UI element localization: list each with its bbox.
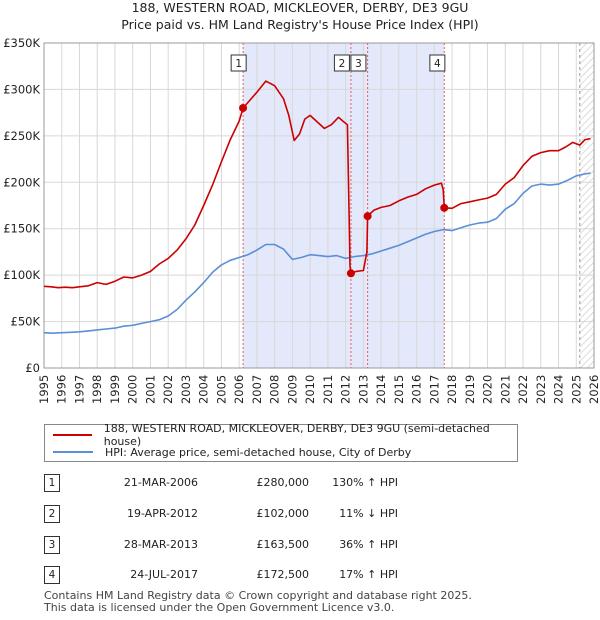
y-tick-label: £350K <box>3 36 40 50</box>
transaction-label: 4 <box>434 58 441 70</box>
transaction-label: 2 <box>339 58 346 70</box>
transaction-label-box <box>333 54 350 72</box>
x-tick-label: 2010 <box>303 375 317 404</box>
x-tick-label: 2024 <box>552 375 566 404</box>
legend-swatch-property <box>53 434 92 436</box>
transaction-number: 2 <box>44 505 60 523</box>
x-tick-label: 2013 <box>356 375 370 404</box>
price-chart: 1 2 3 4 £0 £50K £100K £150K £200K £250K £300K £350K… <box>3 36 600 404</box>
series-line-property <box>43 80 591 289</box>
transaction-number: 4 <box>44 566 60 584</box>
transaction-date: 21-MAR-2006 <box>123 476 198 489</box>
footer-copyright: Contains HM Land Registry data © Crown c… <box>44 589 472 602</box>
transaction-point <box>440 203 449 212</box>
transaction-date: 28-MAR-2013 <box>123 538 198 551</box>
x-tick-label: 2022 <box>516 375 530 404</box>
legend-swatch-hpi <box>53 451 93 453</box>
transaction-price: £102,000 <box>256 507 310 520</box>
x-tick-label: 2020 <box>481 375 495 404</box>
series-line-hpi <box>43 172 591 334</box>
y-tick-label: £150K <box>3 222 40 236</box>
x-tick-label: 2009 <box>285 375 299 404</box>
plot-area <box>43 42 595 369</box>
transaction-number: 3 <box>44 536 60 554</box>
transaction-label-box <box>230 54 247 72</box>
x-tick-label: 2018 <box>445 375 459 404</box>
chart-legend: 188, WESTERN ROAD, MICKLEOVER, DERBY, DE… <box>44 422 518 462</box>
y-tick-label: £200K <box>3 175 40 189</box>
x-tick-label: 1996 <box>55 375 69 404</box>
legend-item-property: 188, WESTERN ROAD, MICKLEOVER, DERBY, DE… <box>53 422 517 448</box>
x-tick-label: 2016 <box>410 375 424 404</box>
x-tick-label: 2019 <box>463 375 477 404</box>
transaction-point <box>346 269 355 278</box>
transaction-label-box <box>350 54 367 72</box>
x-tick-label: 1995 <box>37 375 51 404</box>
x-tick-label: 2007 <box>250 375 264 404</box>
transaction-hpi: 17% ↑ HPI <box>339 568 398 581</box>
x-tick-label: 2023 <box>534 375 548 404</box>
transaction-date: 19-APR-2012 <box>126 507 198 520</box>
shaded-period <box>243 43 445 368</box>
y-tick-label: £300K <box>3 82 40 96</box>
transaction-hpi: 36% ↑ HPI <box>339 538 398 551</box>
transaction-hpi: 11% ↓ HPI <box>339 507 398 520</box>
transaction-point <box>239 104 248 112</box>
chart-title: 188, WESTERN ROAD, MICKLEOVER, DERBY, DE… <box>131 0 469 15</box>
y-tick-label: £50K <box>11 315 41 329</box>
x-tick-label: 2021 <box>498 375 512 404</box>
x-tick-label: 2025 <box>569 375 583 404</box>
transaction-point <box>363 212 372 221</box>
x-tick-label: 2026 <box>587 375 600 404</box>
x-tick-label: 2000 <box>126 375 140 404</box>
legend-label-hpi: HPI: Average price, semi-detached house,… <box>105 445 412 459</box>
x-tick-label: 1997 <box>72 375 86 404</box>
transaction-price: £172,500 <box>256 568 310 581</box>
transaction-label: 1 <box>235 58 242 70</box>
legend-item-hpi: HPI: Average price, semi-detached house,… <box>53 444 411 460</box>
y-tick-label: £250K <box>3 129 40 143</box>
x-tick-label: 2011 <box>321 375 335 404</box>
transaction-label: 3 <box>355 58 362 70</box>
y-tick-label: £0 <box>25 361 40 375</box>
forecast-region <box>579 43 594 368</box>
x-tick-label: 2003 <box>179 375 193 404</box>
transaction-label-box <box>429 54 446 72</box>
transaction-date: 24-JUL-2017 <box>130 568 198 581</box>
x-tick-label: 2015 <box>392 375 406 404</box>
x-tick-label: 2008 <box>268 375 282 404</box>
x-tick-label: 1999 <box>108 375 122 404</box>
x-tick-label: 1998 <box>90 375 104 404</box>
x-tick-label: 2012 <box>339 375 353 404</box>
transaction-number: 1 <box>44 474 60 492</box>
legend-label-property: 188, WESTERN ROAD, MICKLEOVER, DERBY, DE… <box>103 422 490 448</box>
transaction-hpi: 130% ↑ HPI <box>332 476 398 489</box>
x-tick-label: 2001 <box>143 375 157 404</box>
x-tick-label: 2002 <box>161 375 175 404</box>
footer-license: This data is licensed under the Open Gov… <box>44 601 395 614</box>
x-tick-label: 2006 <box>232 375 246 404</box>
x-tick-label: 2017 <box>427 375 441 404</box>
transaction-price: £280,000 <box>256 476 310 489</box>
transaction-price: £163,500 <box>256 538 310 551</box>
y-tick-label: £100K <box>3 268 40 282</box>
x-tick-label: 2005 <box>214 375 228 404</box>
x-tick-label: 2014 <box>374 375 388 404</box>
chart-subtitle: Price paid vs. HM Land Registry's House … <box>121 17 479 32</box>
x-tick-label: 2004 <box>197 375 211 404</box>
